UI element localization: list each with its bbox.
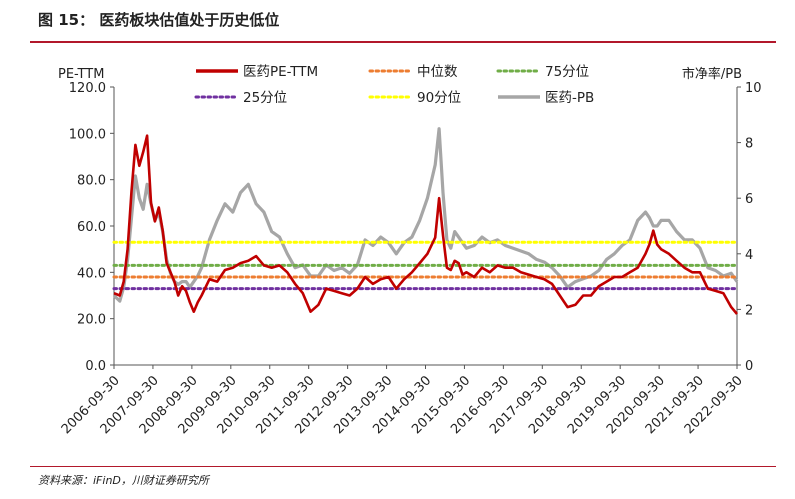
series-line-0 xyxy=(113,134,738,315)
legend-label-0: 医药PE-TTM xyxy=(243,64,318,80)
y-left-tick-label: 20.0 xyxy=(77,313,106,328)
legend-label-4: 90分位 xyxy=(417,90,461,106)
y-right-tick-label: 8 xyxy=(745,137,753,152)
y-left-tick-label: 40.0 xyxy=(77,266,106,281)
y-right-tick-label: 2 xyxy=(745,303,753,318)
legend-label-5: 医药-PB xyxy=(545,90,594,106)
legend-label-3: 25分位 xyxy=(243,90,287,106)
legend-label-1: 中位数 xyxy=(417,64,458,80)
y-right-tick-label: 4 xyxy=(745,248,753,263)
y-left-tick-label: 60.0 xyxy=(77,220,106,235)
series-line-5 xyxy=(112,127,739,303)
y-left-tick-label: 100.0 xyxy=(69,127,106,142)
title-rule xyxy=(30,41,776,43)
y-left-tick-label: 80.0 xyxy=(77,174,106,189)
y-right-tick-label: 10 xyxy=(745,81,762,96)
y-right-axis-title: 市净率/PB xyxy=(682,66,742,82)
y-right-tick-label: 0 xyxy=(745,359,753,374)
footer-rule xyxy=(30,466,776,467)
source-note: 资料来源：iFinD，川财证券研究所 xyxy=(38,474,209,487)
chart-axes: 0.0 20.0 40.0 60.0 80.0 100.0 120.0 0 2 4 6 8 10 PE-T… xyxy=(58,66,762,437)
chart-legend: 医药PE-TTM 中位数 75分位 25分位 90分位 医药-PB xyxy=(194,64,594,106)
chart-series xyxy=(112,127,739,315)
legend-label-2: 75分位 xyxy=(545,64,589,80)
y-right-tick-label: 6 xyxy=(745,192,753,207)
y-left-axis-title: PE-TTM xyxy=(58,67,104,82)
chart: 0.0 20.0 40.0 60.0 80.0 100.0 120.0 0 2 4 6 8 10 PE-T… xyxy=(58,64,762,437)
y-left-tick-label: 0.0 xyxy=(85,359,106,374)
figure-title: 图 15： 医药板块估值处于历史低位 xyxy=(38,11,280,29)
y-left-tick-label: 120.0 xyxy=(69,81,106,96)
